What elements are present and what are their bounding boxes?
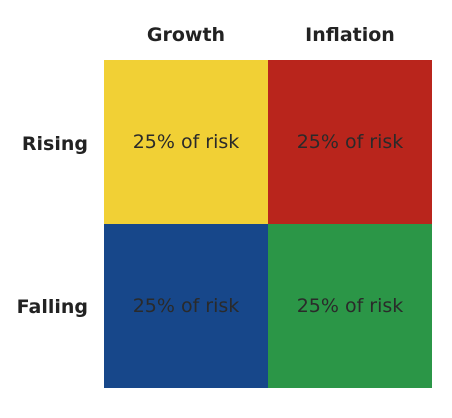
cell-falling-inflation: 25% of risk bbox=[268, 224, 432, 388]
cell-falling-growth: 25% of risk bbox=[104, 224, 268, 388]
row-header-rising: Rising bbox=[21, 133, 88, 155]
cell-rising-inflation: 25% of risk bbox=[268, 60, 432, 224]
column-header-growth: Growth bbox=[146, 24, 226, 46]
column-header-inflation: Inflation bbox=[305, 24, 395, 46]
row-header-falling: Falling bbox=[16, 296, 88, 318]
cell-rising-growth: 25% of risk bbox=[104, 60, 268, 224]
